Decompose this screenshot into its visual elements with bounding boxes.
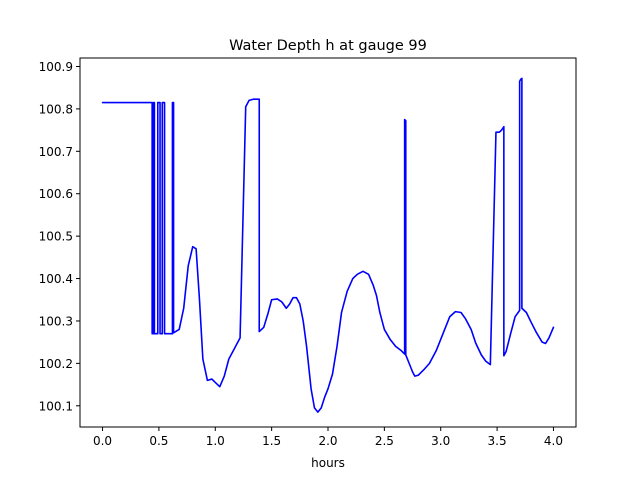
y-tick-label: 100.5	[39, 230, 73, 244]
y-tick-label: 100.7	[39, 145, 73, 159]
x-tick-label: 1.5	[262, 434, 281, 448]
y-tick-label: 100.2	[39, 357, 73, 371]
x-tick-label: 2.5	[375, 434, 394, 448]
y-tick-label: 100.8	[39, 102, 73, 116]
x-tick-label: 2.0	[318, 434, 337, 448]
y-tick-label: 100.1	[39, 399, 73, 413]
x-axis-label: hours	[311, 456, 345, 470]
x-tick-label: 4.0	[544, 434, 563, 448]
series-line	[101, 77, 555, 413]
x-tick-label: 0.0	[93, 434, 112, 448]
axis-ticks: 0.0 0.5 1.0 1.5 2.0 2.5 3.0 3.5 4.0 100.1 100.2 100…	[39, 60, 563, 448]
plot-area	[101, 77, 555, 413]
chart-title: Water Depth h at gauge 99	[229, 38, 427, 54]
y-tick-label: 100.3	[39, 314, 73, 328]
x-tick-label: 3.5	[488, 434, 507, 448]
plot-frame	[79, 57, 577, 428]
y-tick-label: 100.9	[39, 60, 73, 74]
x-tick-label: 0.5	[149, 434, 168, 448]
x-tick-label: 3.0	[431, 434, 450, 448]
x-tick-label: 1.0	[206, 434, 225, 448]
y-tick-label: 100.6	[39, 187, 73, 201]
y-tick-label: 100.4	[39, 272, 73, 286]
